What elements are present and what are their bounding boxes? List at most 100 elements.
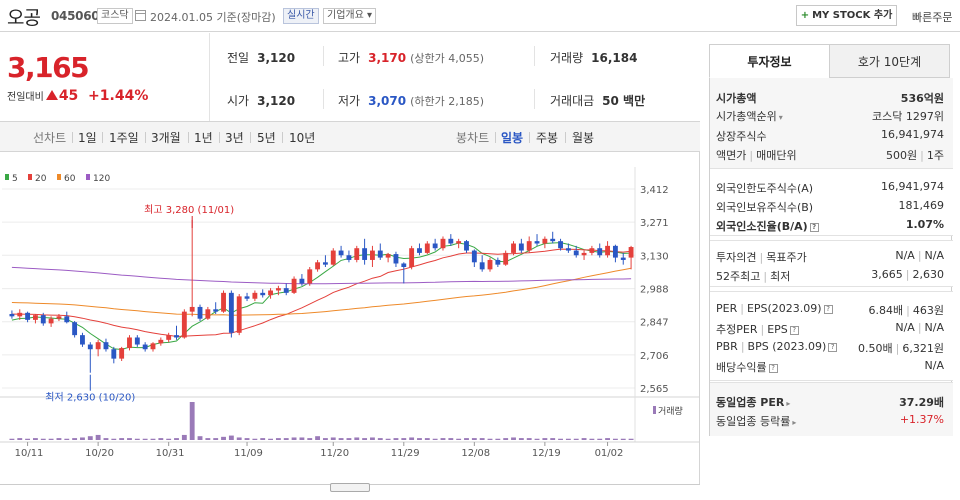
candle-body (581, 252, 587, 256)
y-tick-label: 2,565 (640, 384, 669, 395)
candle-body (127, 337, 132, 349)
candle-body (275, 288, 281, 291)
tab-5y[interactable]: 5년 (257, 131, 276, 145)
prev-close: 전일 3,120 (227, 51, 296, 65)
volume-bar (134, 438, 140, 440)
y-tick-label: 3,412 (640, 185, 669, 196)
volume-bar (597, 438, 603, 440)
ma-legend-swatch (5, 174, 9, 180)
stock-chart[interactable]: 5 20 60 120 3,412 3,271 3,130 2,988 2,847 2,706 2,… (0, 152, 700, 484)
chart-scroll-handle[interactable] (330, 483, 370, 492)
price-summary: 3,165 전일대비 45 +1.44% (0, 33, 210, 121)
volume-bar (487, 438, 493, 440)
candle-body (17, 312, 23, 317)
volume-bar (471, 438, 477, 440)
ma-legend-label: 120 (93, 174, 110, 184)
volume-bar (464, 438, 469, 440)
market-cap-row: 시가총액 536억원 (716, 92, 944, 105)
candle-body (542, 238, 548, 244)
candle-body (456, 241, 462, 244)
candle-body (150, 343, 156, 350)
volume-bar (612, 438, 618, 440)
candle-body (511, 243, 516, 253)
pbr-row: PBR | BPS (2023.09)? 0.50배 | 6,321원 (716, 340, 944, 355)
volume-bar (260, 438, 266, 440)
volume-bar (56, 438, 62, 440)
add-mystock-label: MY STOCK 추가 (812, 10, 893, 21)
tab-3y[interactable]: 3년 (225, 131, 244, 145)
tab-1w[interactable]: 1주일 (109, 131, 139, 145)
candle-body (307, 269, 313, 284)
candle-body (346, 255, 352, 260)
candle-body (362, 248, 368, 260)
candle-chart-label: 봉차트 (456, 131, 490, 145)
volume-bar (628, 438, 634, 440)
stock-code: 045060 (51, 9, 100, 23)
candle-body (417, 248, 422, 253)
candle-body (166, 335, 172, 340)
foreign-rate-row: 외국인소진율(B/A)? 1.07% (716, 218, 944, 233)
tab-10y[interactable]: 10년 (289, 131, 316, 145)
volume-bar (236, 437, 242, 440)
candle-body (432, 243, 438, 249)
tab-monthly[interactable]: 월봉 (572, 131, 595, 145)
x-tick-label: 12/08 (461, 448, 490, 459)
volume-bar (275, 438, 281, 440)
volume-bar (370, 437, 375, 440)
tab-weekly[interactable]: 주봉 (536, 131, 559, 145)
x-tick-label: 11/09 (234, 448, 263, 459)
plus-icon: + (800, 10, 810, 21)
candle-body (9, 313, 15, 317)
candle-body (236, 296, 242, 333)
current-price: 3,165 (7, 51, 90, 84)
ma-line-20 (11, 248, 632, 338)
diff-value: 45 (58, 88, 79, 104)
volume-bar (322, 438, 328, 440)
ma-line-120 (11, 266, 632, 285)
ma-legend-label: 60 (64, 174, 76, 184)
help-icon: ? (768, 364, 778, 373)
investment-info-panel: 투자정보 호가 10단계 시가총액 536억원 시가총액순위 ▾ 코스닥 1297위 … (709, 44, 953, 439)
help-icon: ? (789, 326, 799, 335)
candle-body (330, 250, 336, 265)
candle-body (134, 337, 140, 345)
tab-daily[interactable]: 일봉 (501, 131, 524, 145)
trade-amount: 거래대금 50 백만 (550, 94, 646, 108)
candlestick-chart[interactable]: 5 20 60 120 3,412 3,271 3,130 2,988 2,847 2,706 2,… (0, 152, 700, 484)
industry-rate-row: 동일업종 등락률 ▸ +1.37% (716, 413, 944, 428)
candle-body (479, 262, 485, 270)
tab-3m[interactable]: 3개월 (151, 131, 181, 145)
par-row: 액면가 | 매매단위 500원 | 1주 (716, 149, 944, 162)
volume-bar (417, 438, 422, 440)
foreign-limit-row: 외국인한도주식수(A) 16,941,974 (716, 180, 944, 195)
add-mystock-button[interactable]: + MY STOCK 추가 (796, 5, 897, 26)
realtime-button[interactable]: 실시간 (283, 8, 319, 24)
volume-bar (393, 438, 399, 440)
candle-body (393, 254, 399, 264)
x-tick-label: 10/11 (15, 448, 44, 459)
volume-bar (189, 402, 195, 440)
ma-legend-swatch (28, 174, 32, 180)
ma-line-60 (11, 267, 632, 316)
volume-bar (205, 438, 211, 440)
volume-bar (448, 438, 454, 440)
volume-bar (221, 436, 226, 440)
volume-legend-swatch (653, 406, 656, 414)
caret-right-icon: ▸ (786, 399, 791, 408)
tab-1y[interactable]: 1년 (194, 131, 213, 145)
high-annotation: 최고 3,280 (11/01) (144, 204, 234, 216)
tab-1d[interactable]: 1일 (78, 131, 97, 145)
tab-investment-info[interactable]: 투자정보 (709, 44, 830, 78)
low-price: 저가 3,070 (하한가 2,185) (338, 94, 484, 108)
quick-order-link[interactable]: 빠른주문 (912, 11, 953, 24)
volume-bar (495, 438, 501, 440)
candle-body (72, 322, 78, 336)
volume-bar (518, 438, 524, 440)
candle-body (158, 339, 164, 344)
tab-quote-10[interactable]: 호가 10단계 (829, 44, 950, 78)
volume-bar (558, 438, 563, 440)
company-info-dropdown[interactable]: 기업개요 ▾ (323, 8, 376, 24)
volume-bar (103, 438, 109, 440)
ma-legend-label: 5 (12, 174, 18, 184)
candle-body (48, 318, 54, 324)
